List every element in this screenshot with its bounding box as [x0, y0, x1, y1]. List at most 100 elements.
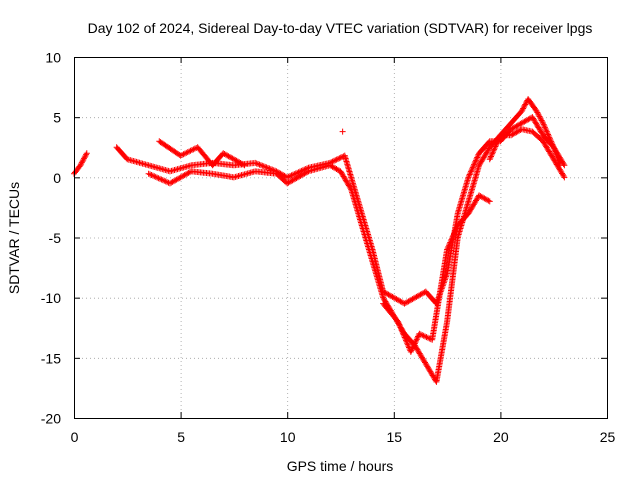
data-point	[445, 243, 452, 250]
data-point	[450, 232, 457, 239]
data-point	[518, 108, 525, 115]
data-point	[521, 102, 528, 109]
data-point	[492, 143, 499, 150]
data-point	[78, 160, 85, 167]
data-point	[332, 157, 339, 164]
data-point	[337, 154, 344, 161]
data-point	[400, 331, 407, 338]
data-point	[544, 130, 551, 137]
data-point	[535, 110, 542, 117]
data-point	[474, 153, 481, 160]
data-point	[334, 155, 341, 162]
data-point	[493, 140, 500, 147]
data-point	[533, 108, 540, 115]
data-point	[405, 343, 412, 350]
data-point	[546, 134, 553, 141]
data-point	[304, 169, 311, 176]
data-point	[541, 124, 548, 131]
data-point	[452, 228, 459, 235]
data-point	[469, 164, 476, 171]
data-point	[491, 144, 498, 151]
data-point	[145, 170, 152, 177]
data-point	[540, 120, 547, 127]
data-point	[398, 327, 405, 334]
data-point	[422, 333, 429, 340]
data-point	[149, 172, 156, 179]
data-point	[542, 125, 549, 132]
data-point	[538, 117, 545, 124]
data-point	[152, 173, 159, 180]
data-point	[397, 324, 404, 331]
data-point	[83, 151, 90, 158]
data-point	[409, 344, 416, 351]
data-point	[471, 160, 478, 167]
data-point	[490, 147, 497, 154]
data-point	[466, 172, 473, 179]
data-point	[487, 153, 494, 160]
data-point	[550, 142, 557, 149]
data-point	[347, 185, 354, 192]
data-point	[404, 340, 411, 347]
data-point	[285, 173, 292, 180]
data-point	[187, 147, 194, 154]
data-point	[549, 141, 556, 148]
data-point	[395, 320, 402, 327]
data-point	[447, 238, 454, 245]
data-point	[411, 341, 418, 348]
data-point	[537, 116, 544, 123]
data-point	[399, 330, 406, 337]
data-point	[252, 159, 259, 166]
data-point	[80, 156, 87, 163]
data-point	[474, 154, 481, 161]
data-point	[489, 149, 496, 156]
data-point	[496, 135, 503, 142]
data-point	[79, 158, 86, 165]
data-point	[396, 323, 403, 330]
data-point	[154, 174, 161, 181]
data-point	[291, 171, 298, 178]
data-point	[256, 161, 263, 168]
data-point	[520, 104, 527, 111]
data-point	[183, 149, 190, 156]
x-tick-label: 5	[177, 429, 185, 445]
data-point	[448, 236, 455, 243]
data-point	[407, 348, 414, 355]
plot-frame	[74, 57, 608, 419]
data-point	[466, 171, 473, 178]
data-point	[495, 136, 502, 143]
data-point	[452, 226, 459, 233]
data-point	[472, 158, 479, 165]
data-point	[263, 164, 270, 171]
data-point	[184, 149, 191, 156]
data-point	[147, 171, 154, 178]
data-point	[540, 121, 547, 128]
data-point	[80, 155, 87, 162]
data-point	[402, 335, 409, 342]
chart-title: Day 102 of 2024, Sidereal Day-to-day VTE…	[88, 20, 593, 36]
data-point	[151, 173, 158, 180]
data-point	[155, 175, 162, 182]
data-point	[486, 198, 493, 205]
data-point	[473, 155, 480, 162]
data-point	[447, 239, 454, 246]
data-point	[545, 131, 552, 138]
data-point	[545, 132, 552, 139]
x-tick-label: 25	[600, 429, 616, 445]
data-point	[333, 156, 340, 163]
data-point	[561, 174, 568, 181]
data-point	[329, 158, 336, 165]
x-tick-label: 15	[387, 429, 403, 445]
data-point	[253, 160, 260, 167]
data-point	[419, 332, 426, 339]
data-point	[403, 338, 410, 345]
data-point	[541, 123, 548, 130]
data-point	[488, 152, 495, 159]
tick-labels: 0 5 10 15 20 25 10 5 0 -5 -10 -15 -20	[41, 50, 616, 446]
data-point	[444, 245, 451, 252]
data-point	[453, 225, 460, 232]
data-point	[241, 162, 248, 169]
data-point	[410, 343, 417, 350]
data-point	[449, 235, 456, 242]
data-point	[395, 318, 402, 325]
data-point	[262, 163, 269, 170]
